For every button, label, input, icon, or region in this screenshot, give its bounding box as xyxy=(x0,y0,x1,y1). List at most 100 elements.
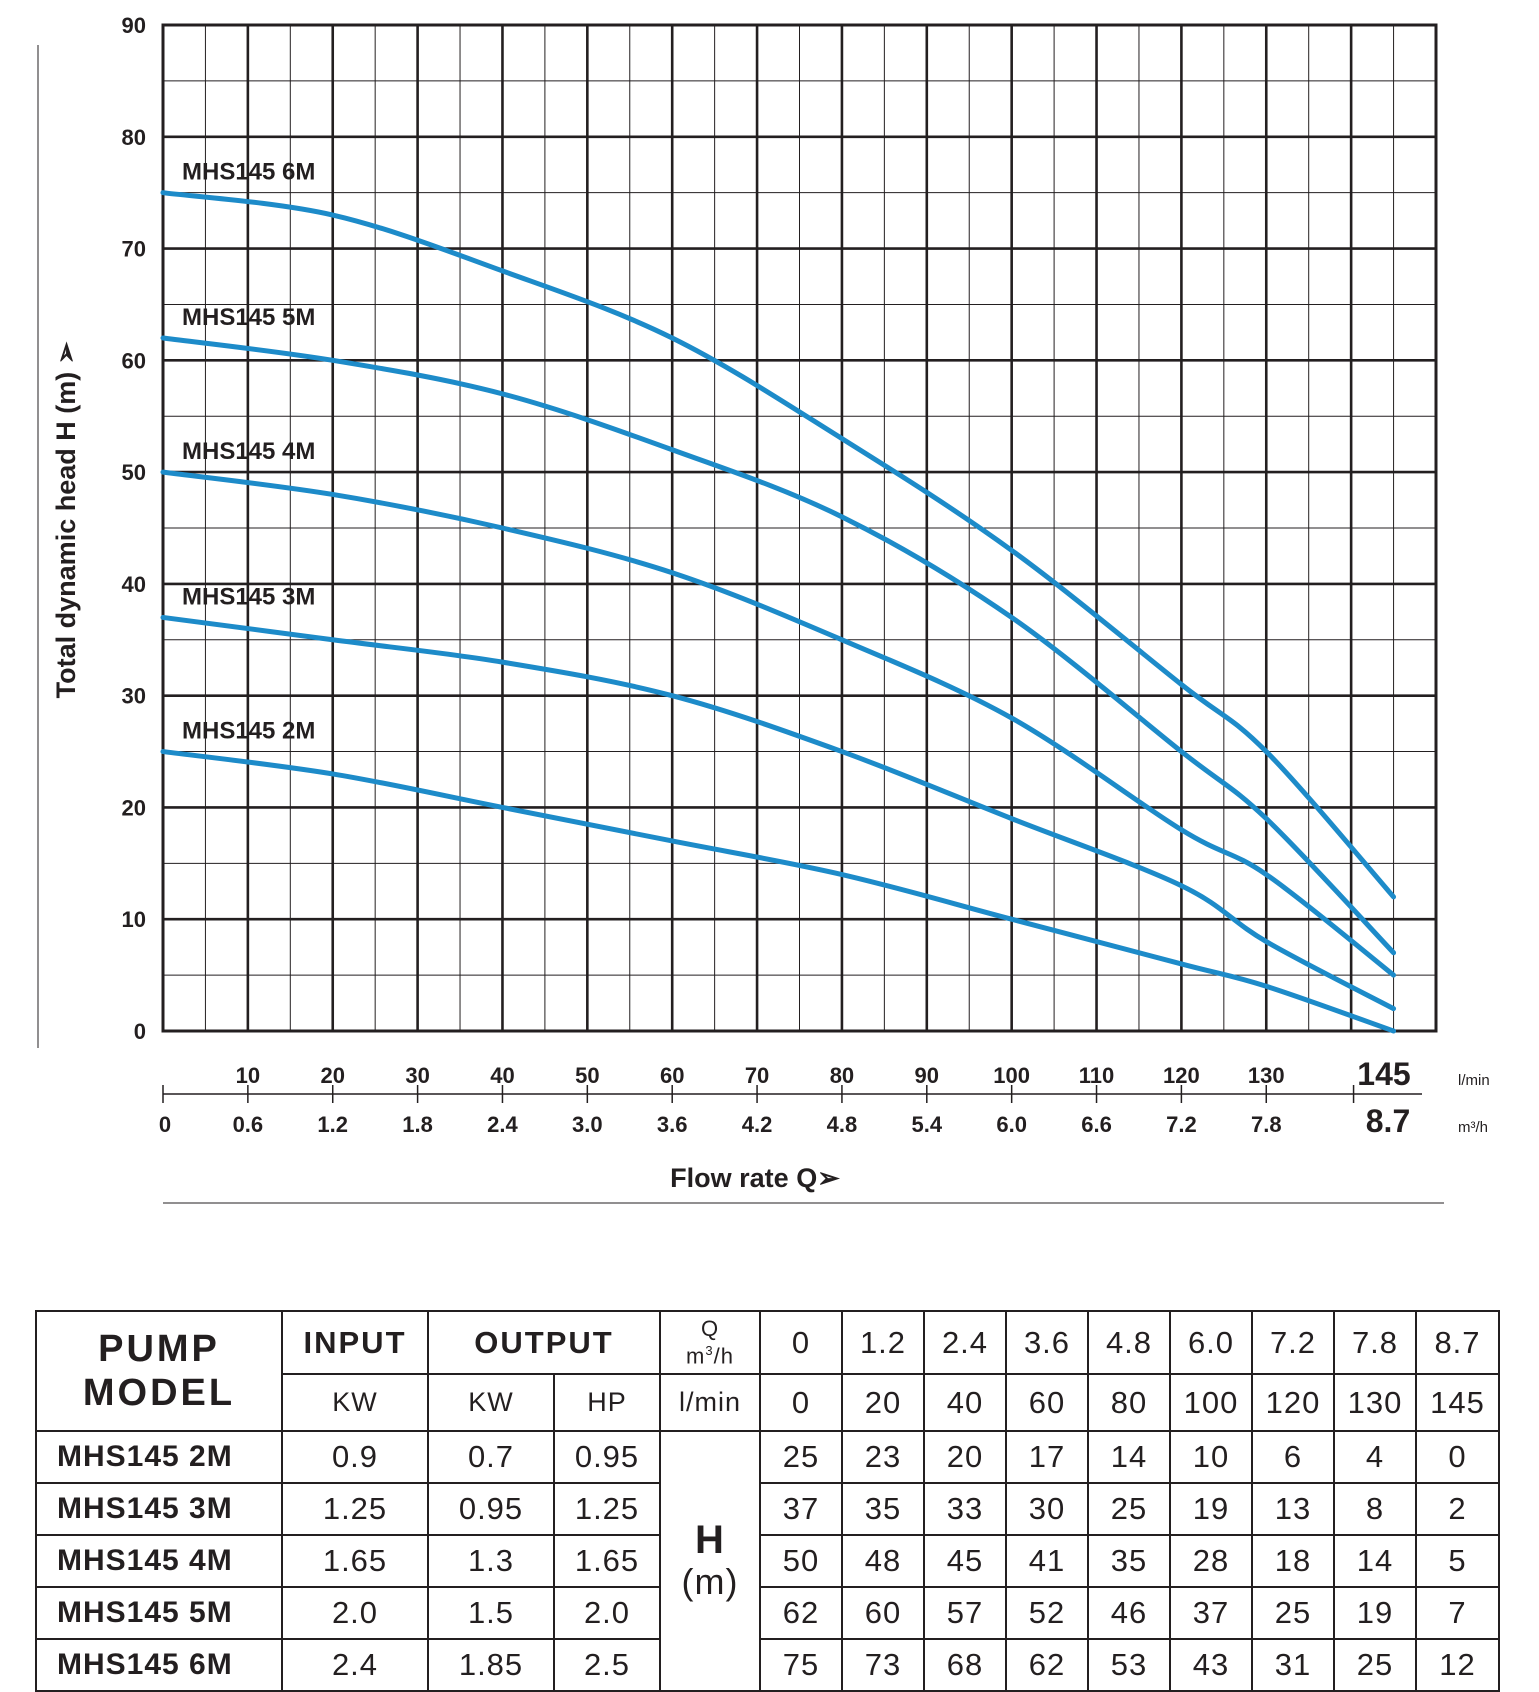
model-name: MHS145 3M xyxy=(35,1482,283,1536)
x-tick-lmin: 130 xyxy=(1248,1063,1285,1088)
flow-lmin-cell: 80 xyxy=(1087,1373,1171,1432)
y-tick-label: 30 xyxy=(122,684,146,709)
x-tick-m3h: 7.2 xyxy=(1166,1112,1197,1137)
x-tick-lmin: 40 xyxy=(490,1063,514,1088)
flow-lmin-cell: 145 xyxy=(1415,1373,1500,1432)
q-unit-sup: 3 xyxy=(705,1342,714,1358)
output-hp-cell: 0.95 xyxy=(553,1430,661,1484)
q-label: Q xyxy=(700,1315,720,1341)
q-unit-h: /h xyxy=(713,1343,734,1369)
y-axis-title: Total dynamic head H (m) ➢ xyxy=(51,341,81,698)
x-tick-m3h: 1.2 xyxy=(317,1112,348,1137)
curve-label: MHS145 6M xyxy=(182,159,315,186)
head-value-cell: 68 xyxy=(923,1638,1007,1692)
input-kw-cell: 1.65 xyxy=(281,1534,429,1588)
head-value-cell: 14 xyxy=(1087,1430,1171,1484)
x-tick-m3h: 3.6 xyxy=(657,1112,688,1137)
flow-lmin-cell: 0 xyxy=(759,1373,843,1432)
x-tick-m3h: 0.6 xyxy=(233,1112,264,1137)
flow-m3h-cell: 0 xyxy=(759,1310,843,1375)
head-value-cell: 0 xyxy=(1415,1430,1500,1484)
plot-frame xyxy=(161,23,1438,1033)
output-kw-cell: 1.3 xyxy=(427,1534,555,1588)
pump-curve-mhs145-6m xyxy=(160,190,1397,900)
pump-spec-table: PUMP MODEL INPUT OUTPUT Q m3/h 0 1.2 2.4 3.… xyxy=(35,1310,1500,1692)
input-kw-cell: 2.0 xyxy=(281,1586,429,1640)
head-value-cell: 31 xyxy=(1251,1638,1335,1692)
pump-model-header: PUMP MODEL xyxy=(35,1310,283,1432)
x-axis: 10 20 30 40 50 60 70 80 90 100 110 120 130 0 0.6 1.2 1.8… xyxy=(159,1056,1490,1204)
pump-curve-mhs145-5m xyxy=(160,335,1397,956)
output-kw-cell: 0.95 xyxy=(427,1482,555,1536)
head-value-cell: 75 xyxy=(759,1638,843,1692)
head-unit: (m) xyxy=(681,1561,739,1602)
flow-lmin-cell: 60 xyxy=(1005,1373,1089,1432)
head-value-cell: 23 xyxy=(841,1430,925,1484)
head-value-cell: 17 xyxy=(1005,1430,1089,1484)
table-header-row-2: KW KW HP l/min 0 20 40 60 80 100 120 130 145 xyxy=(36,1373,1500,1432)
flow-lmin-cell: 20 xyxy=(841,1373,925,1432)
x-tick-lmin: 20 xyxy=(320,1063,344,1088)
input-kw-cell: 2.4 xyxy=(281,1638,429,1692)
head-value-cell: 13 xyxy=(1251,1482,1335,1536)
x-tick-m3h: 4.8 xyxy=(827,1112,858,1137)
output-hp-cell: 1.25 xyxy=(553,1482,661,1536)
q-unit-m: m xyxy=(686,1343,706,1369)
table-header-row-1: PUMP MODEL INPUT OUTPUT Q m3/h 0 1.2 2.4 3.… xyxy=(35,1310,1500,1432)
flow-m3h-cell: 7.8 xyxy=(1333,1310,1417,1375)
head-value-cell: 19 xyxy=(1169,1482,1253,1536)
y-tick-label: 70 xyxy=(122,237,146,262)
output-header: OUTPUT xyxy=(427,1310,661,1375)
head-value-cell: 12 xyxy=(1415,1638,1500,1692)
head-value-cell: 50 xyxy=(759,1534,843,1588)
head-value-cell: 7 xyxy=(1415,1586,1500,1640)
head-value-cell: 2 xyxy=(1415,1482,1500,1536)
head-value-cell: 25 xyxy=(1333,1638,1417,1692)
flow-lmin-cell: 130 xyxy=(1333,1373,1417,1432)
x-end-m3h: 8.7 xyxy=(1366,1103,1410,1139)
head-value-cell: 46 xyxy=(1087,1586,1171,1640)
head-unit-cell: H (m) xyxy=(659,1430,761,1692)
y-tick-label: 10 xyxy=(122,907,146,932)
x-tick-m3h: 6.0 xyxy=(996,1112,1027,1137)
head-value-cell: 52 xyxy=(1005,1586,1089,1640)
y-tick-label: 90 xyxy=(122,13,146,38)
model-name: MHS145 2M xyxy=(35,1430,283,1484)
head-value-cell: 25 xyxy=(759,1430,843,1484)
head-value-cell: 48 xyxy=(841,1534,925,1588)
output-hp-cell: 2.5 xyxy=(553,1638,661,1692)
x-tick-lmin: 90 xyxy=(915,1063,939,1088)
model-name: MHS145 5M xyxy=(35,1586,283,1640)
head-value-cell: 28 xyxy=(1169,1534,1253,1588)
head-value-cell: 6 xyxy=(1251,1430,1335,1484)
x-tick-lmin: 10 xyxy=(236,1063,260,1088)
model-name: MHS145 4M xyxy=(35,1534,283,1588)
x-tick-lmin: 110 xyxy=(1079,1063,1115,1088)
output-kw-cell: 1.5 xyxy=(427,1586,555,1640)
x-end-lmin: 145 xyxy=(1357,1056,1410,1092)
head-value-cell: 30 xyxy=(1005,1482,1089,1536)
flow-lmin-cell: 120 xyxy=(1251,1373,1335,1432)
head-value-cell: 62 xyxy=(759,1586,843,1640)
flow-m3h-cell: 3.6 xyxy=(1005,1310,1089,1375)
flow-lmin-cell: 40 xyxy=(923,1373,1007,1432)
output-kw-header: KW xyxy=(427,1373,555,1432)
curve-label: MHS145 4M xyxy=(182,438,315,465)
head-value-cell: 57 xyxy=(923,1586,1007,1640)
head-value-cell: 45 xyxy=(923,1534,1007,1588)
x-tick-m3h: 3.0 xyxy=(572,1112,603,1137)
input-kw-cell: 1.25 xyxy=(281,1482,429,1536)
y-tick-label: 60 xyxy=(122,348,146,373)
curve-label: MHS145 5M xyxy=(182,304,315,331)
x-unit-m3h: m³/h xyxy=(1458,1119,1488,1136)
x-tick-m3h: 5.4 xyxy=(912,1112,943,1137)
pump-model-line1: PUMP xyxy=(98,1328,220,1370)
y-tick-label: 80 xyxy=(122,125,146,150)
x-tick-m3h: 1.8 xyxy=(402,1112,433,1137)
curve-labels: MHS145 2M MHS145 3M MHS145 4M MHS145 5M MHS1… xyxy=(182,159,315,745)
input-header: INPUT xyxy=(281,1310,429,1375)
flow-m3h-cell: 6.0 xyxy=(1169,1310,1253,1375)
head-value-cell: 33 xyxy=(923,1482,1007,1536)
output-hp-cell: 1.65 xyxy=(553,1534,661,1588)
